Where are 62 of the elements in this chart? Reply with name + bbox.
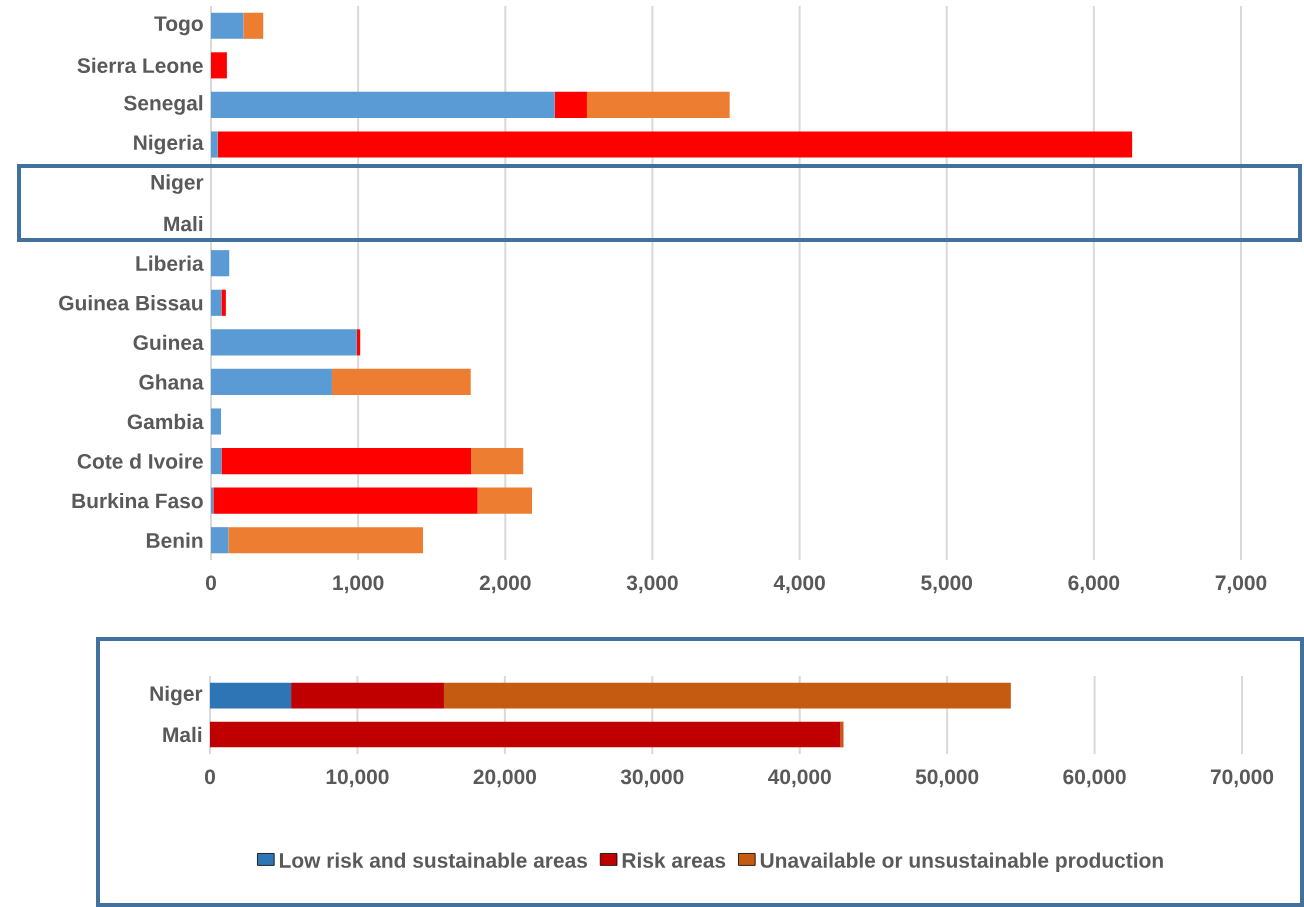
bar [243,12,264,39]
y-tick-label: Ghana [139,374,204,390]
bar [211,329,357,356]
x-tick-label: 1,000 [333,575,384,594]
bar [211,527,229,554]
y-tick-label: Guinea Bissau [59,295,203,311]
bar [210,682,292,709]
y-tick-label: Burkina Faso [72,492,203,509]
legend-label: Risk areas [622,852,726,868]
x-tick-label: 0 [205,769,215,785]
bar [586,91,730,118]
x-tick-label: 60,000 [1063,769,1126,788]
legend-label: Low risk and sustainable areas [279,852,588,868]
y-tick-label: Niger [151,174,204,194]
bar [228,527,424,554]
bar [211,12,244,39]
bar [213,487,478,514]
y-tick-label: Niger [150,685,203,706]
bar [211,448,222,475]
y-tick-label: Liberia [136,255,204,271]
bar [217,131,1133,158]
y-tick-label: Sierra Leone [77,57,203,74]
bar [221,448,472,475]
x-tick-label: 30,000 [620,769,684,788]
bar [221,289,226,316]
x-tick-label: 3,000 [626,575,678,594]
x-tick-label: 40,000 [768,769,831,788]
x-tick-label: 50,000 [915,769,979,788]
bar [471,448,524,475]
y-tick-label: Mali [163,726,202,743]
y-tick-label: Nigeria [134,134,204,155]
legend-label: Unavailable or unsustainable production [760,852,1163,872]
bar [443,682,1011,709]
bar [211,250,230,277]
x-tick-label: 7,000 [1215,575,1267,594]
bar [211,289,222,316]
y-tick-label: Senegal [123,95,203,115]
bar [840,721,844,748]
x-tick-label: 0 [205,575,216,591]
y-tick-label: Gambia [127,413,204,430]
y-tick-label: Guinea [133,334,204,351]
bar [211,368,332,395]
x-tick-label: 6,000 [1068,575,1120,594]
bar [291,682,444,709]
x-tick-label: 4,000 [773,575,825,594]
bar [477,487,533,514]
bar [211,408,222,435]
bar [211,91,555,118]
bar [211,131,218,158]
x-tick-label: 20,000 [473,769,536,788]
x-tick-label: 5,000 [921,575,973,594]
x-tick-label: 10,000 [326,769,389,788]
bar [210,721,841,748]
y-tick-label: Benin [146,532,203,548]
y-tick-label: Togo [154,16,203,36]
y-tick-label: Mali [164,215,203,232]
x-tick-label: 2,000 [479,575,531,594]
bar [211,52,227,79]
x-tick-label: 70,000 [1210,769,1274,788]
bar [331,368,471,395]
bar [554,91,587,118]
y-tick-label: Cote d Ivoire [77,453,203,469]
